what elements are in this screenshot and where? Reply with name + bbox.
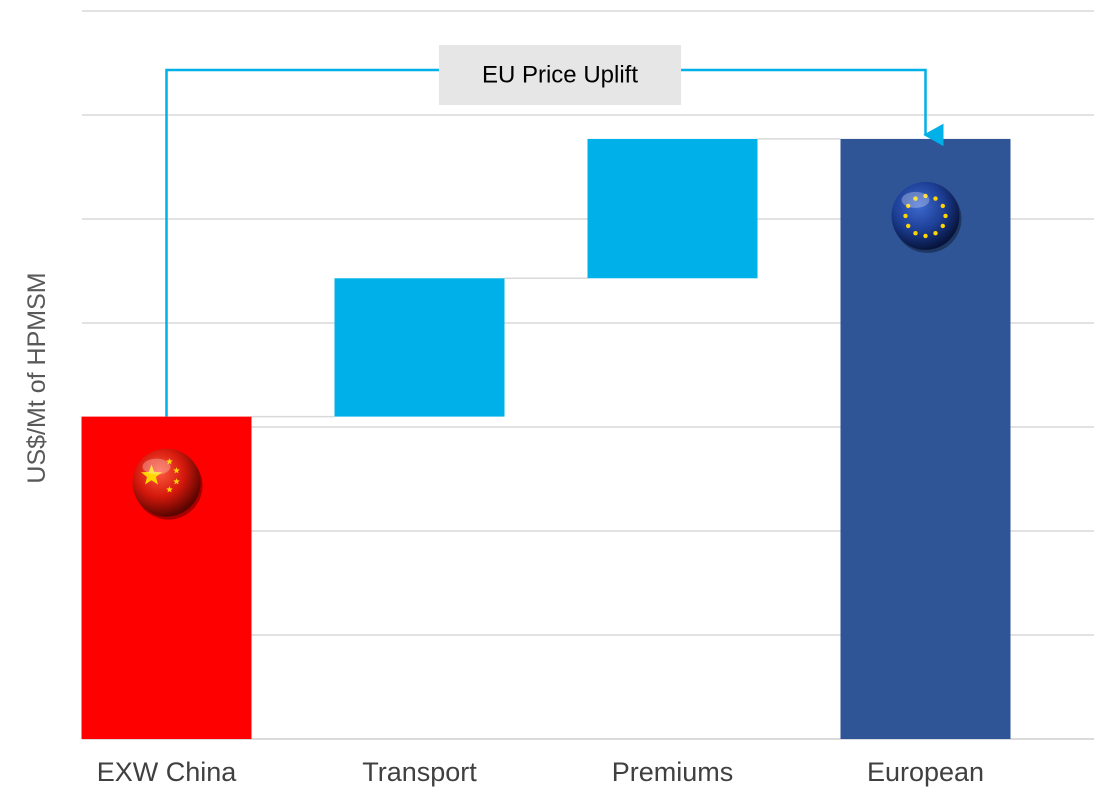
x-tick-labels: EXW China Transport Premiums European <box>97 757 984 787</box>
uplift-arrow <box>165 68 944 417</box>
eu-flag-icon <box>891 181 962 253</box>
bar-transport <box>334 278 505 417</box>
uplift-label: EU Price Uplift <box>482 62 638 89</box>
bars <box>81 138 1011 740</box>
china-flag-icon <box>132 448 203 520</box>
x-tick-label: EXW China <box>97 757 238 787</box>
eu-price-uplift-annotation: EU Price Uplift <box>165 45 944 417</box>
connector-lines <box>251 138 841 418</box>
x-tick-label: Transport <box>362 757 477 787</box>
flag-icons <box>132 181 962 520</box>
x-tick-label: European <box>867 757 984 787</box>
y-axis-label: US$/Mt of HPMSM <box>23 272 51 483</box>
bar-premiums <box>587 138 758 279</box>
uplift-label-box <box>439 45 681 105</box>
x-tick-label: Premiums <box>612 757 734 787</box>
